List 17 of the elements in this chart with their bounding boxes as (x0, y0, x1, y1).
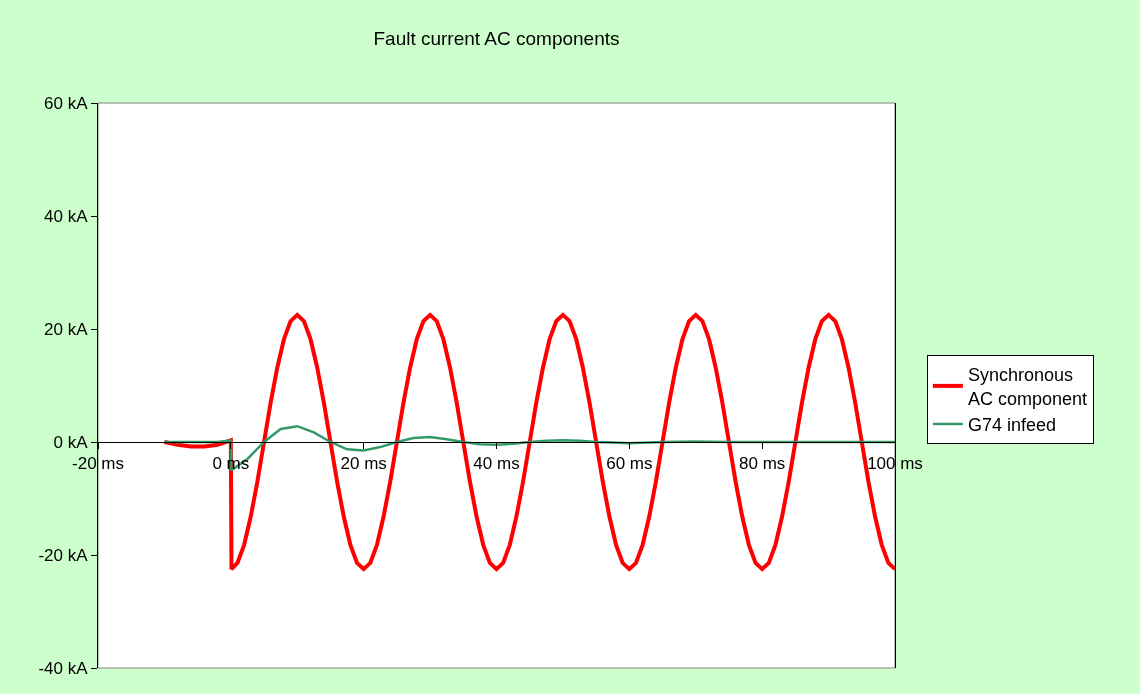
x-tick-label: 40 ms (473, 454, 520, 474)
y-tick-label: 0 kA (53, 432, 89, 452)
x-tick-label: -20 ms (72, 454, 124, 474)
line-series (163, 424, 895, 472)
y-tick-label: -20 kA (38, 545, 89, 565)
x-tick-label: 100 ms (867, 454, 923, 474)
x-tick-label: 80 ms (739, 454, 786, 474)
legend-label: G74 infeed (967, 415, 1056, 436)
chart-title: Fault current AC components (373, 27, 620, 49)
y-tick-label: 20 kA (44, 319, 89, 339)
y-tick-label: 40 kA (44, 206, 89, 226)
line-series (162, 312, 895, 572)
x-tick-label: 60 ms (606, 454, 653, 474)
legend-label: Synchronous AC component (967, 365, 1087, 409)
x-tick-label: 20 ms (340, 454, 387, 474)
y-tick-label: -40 kA (38, 658, 89, 678)
y-tick-label: 60 kA (44, 93, 89, 113)
